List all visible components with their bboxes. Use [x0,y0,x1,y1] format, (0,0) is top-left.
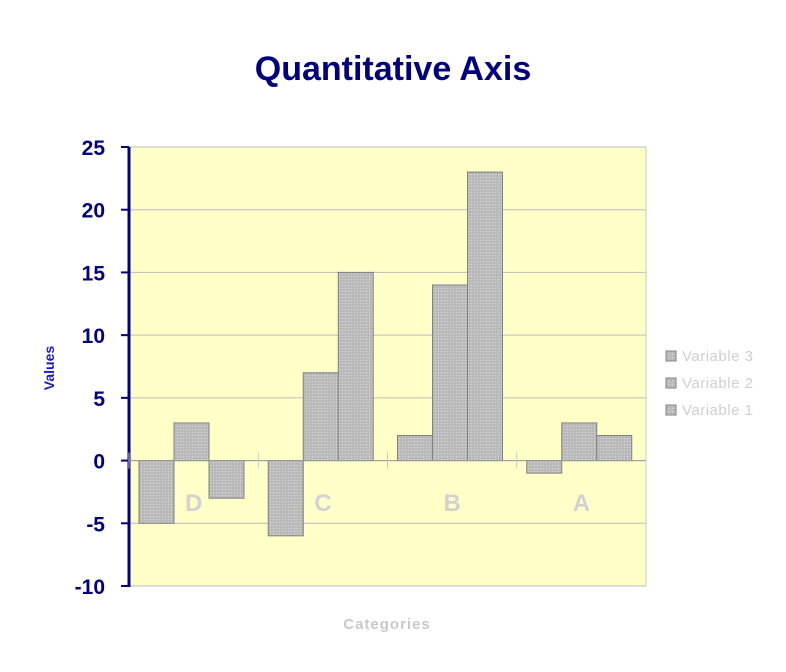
y-tick-label: 5 [93,388,105,411]
bar-a-variable-2 [561,422,598,462]
y-tick-label: 10 [82,325,105,348]
bar-b-variable-3 [467,171,503,462]
legend-label: Variable 1 [682,402,753,419]
y-tick-label: -10 [75,576,105,599]
x-axis-title: Categories [343,616,431,633]
legend: Variable 3 Variable 2 Variable 1 [665,348,753,419]
bar-a-variable-1 [526,460,563,474]
y-axis: 25 20 15 10 5 0 -5 -10 [75,137,647,599]
category-label: C [314,490,331,517]
bars [138,171,633,537]
legend-label: Variable 2 [682,375,753,392]
legend-swatch [665,377,677,389]
bar-c-variable-1 [267,460,304,537]
bar-b-variable-2 [432,284,468,462]
y-tick-label: 25 [82,137,106,160]
category-label: B [443,490,460,517]
legend-label: Variable 3 [682,348,753,365]
bar-a-variable-3 [596,434,633,462]
bar-b-variable-1 [397,434,433,462]
y-tick-label: 0 [93,451,105,474]
legend-swatch [665,404,677,416]
y-axis-title: Values [41,346,57,391]
category-label: D [185,490,202,517]
chart-title: Quantitative Axis [255,50,531,88]
y-tick-label: 15 [82,262,106,285]
legend-swatch [665,350,677,362]
category-label: A [573,490,590,517]
bar-d-variable-3 [208,460,245,499]
bar-c-variable-3 [337,271,374,462]
plot-area [128,146,647,587]
bar-d-variable-2 [173,422,210,462]
bar-c-variable-2 [302,372,339,462]
y-tick-label: -5 [86,513,105,536]
y-tick-label: 20 [82,200,105,223]
bar-d-variable-1 [138,460,175,524]
